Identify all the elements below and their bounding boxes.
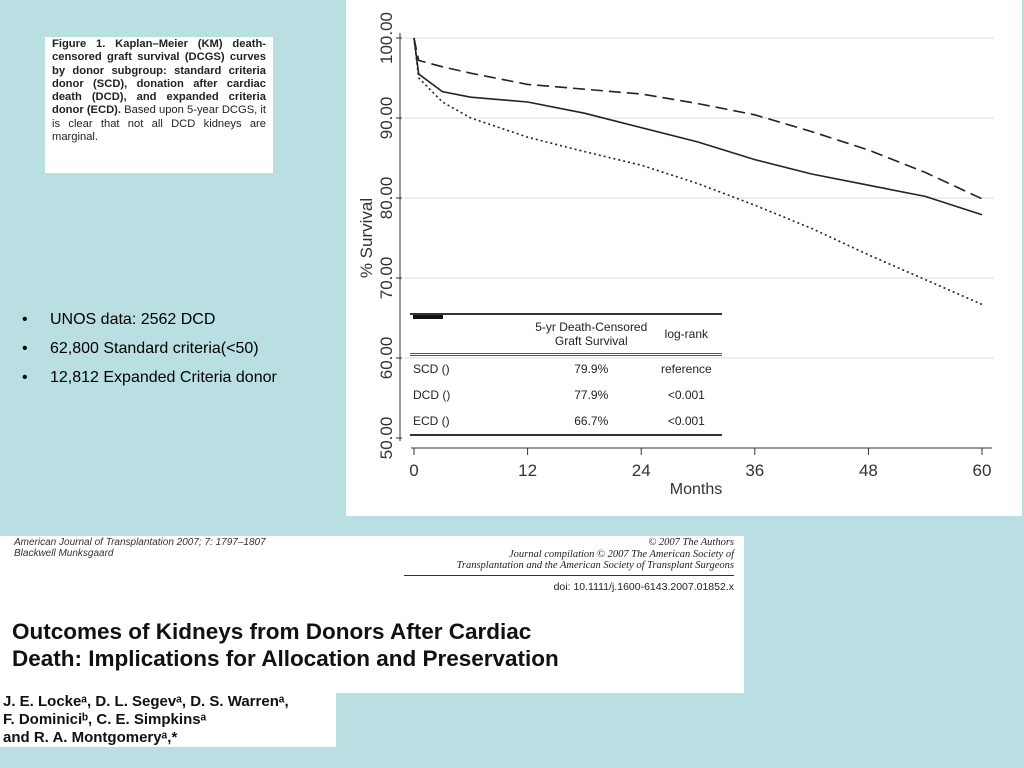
legend-paren: )	[446, 388, 451, 402]
legend-logrank: reference	[660, 362, 712, 376]
x-tick-label: 36	[745, 461, 764, 480]
series-line-scd	[413, 37, 983, 200]
copyright-line: © 2007 The Authors	[648, 537, 734, 548]
journal-info: American Journal of Transplantation 2007…	[14, 537, 266, 559]
legend-logrank: <0.001	[667, 414, 705, 428]
paper-header: American Journal of Transplantation 2007…	[0, 536, 744, 693]
legend-logrank: <0.001	[667, 388, 705, 402]
y-tick-label: 100.00	[377, 12, 396, 64]
legend-series-name: DCD (	[413, 388, 447, 402]
authors: J. E. Lockeᵃ, D. L. Segevᵃ, D. S. Warren…	[0, 693, 336, 747]
legend-row: ECD () 66.7% <0.001	[410, 315, 722, 434]
legend-series-name: ECD (	[413, 414, 446, 428]
series-line-ecd	[413, 37, 983, 306]
x-tick-label: 12	[518, 461, 537, 480]
legend-series-name: SCD (	[413, 362, 446, 376]
legend-header-survival: 5-yr Death-Censored Graft Survival	[535, 320, 648, 348]
y-axis-label: % Survival	[357, 198, 376, 278]
km-chart-svg: 50.00 60.00 70.00 80.00 90.00 100.00 0 12 24 36 48…	[357, 12, 994, 498]
title-line: Outcomes of Kidneys from Donors After Ca…	[12, 619, 532, 644]
copyright-line: Transplantation and the American Society…	[456, 560, 734, 571]
y-tick-label: 70.00	[377, 257, 396, 300]
caption-normal: Based upon 5-year DCGS, it is clear that…	[52, 104, 267, 144]
paper-title: Outcomes of Kidneys from Donors After Ca…	[12, 618, 559, 672]
author-line: and R. A. Montgomeryᵃ,*	[3, 729, 178, 746]
author-line: F. Dominiciᵇ, C. E. Simpkinsᵃ	[3, 711, 207, 728]
legend-paren: )	[445, 362, 450, 376]
km-chart: 50.00 60.00 70.00 80.00 90.00 100.00 0 12 24 36 48…	[346, 0, 1022, 516]
journal-name: American Journal of Transplantation 2007…	[14, 537, 266, 548]
figure-caption: Figure 1. Kaplan–Meier (KM) death-censor…	[45, 37, 273, 173]
y-tick-label: 80.00	[377, 177, 396, 220]
bullet-text: 62,800 Standard criteria(<50)	[50, 340, 259, 357]
x-tick-label: 60	[973, 461, 992, 480]
y-tick-label: 50.00	[377, 417, 396, 460]
bullet-item: • UNOS data: 2562 DCD	[22, 311, 277, 340]
caption-bold: Figure 1. Kaplan–Meier (KM) death-censor…	[52, 38, 266, 117]
x-tick-label: 24	[632, 461, 651, 480]
legend-label: DCD ()	[410, 315, 532, 402]
author-line: J. E. Lockeᵃ, D. L. Segevᵃ, D. S. Warren…	[3, 693, 289, 710]
copyright-line: Journal compilation © 2007 The American …	[508, 548, 734, 560]
legend-survival: 66.7%	[574, 414, 609, 428]
x-axis-label: Months	[670, 481, 722, 498]
legend-row: DCD () 77.9% <0.001	[410, 315, 722, 408]
bullet-list: • UNOS data: 2562 DCD • 62,800 Standard cr…	[22, 311, 277, 398]
publisher: Blackwell Munksgaard	[14, 548, 114, 559]
bullet-text: UNOS data: 2562 DCD	[50, 311, 216, 328]
copyright: © 2007 The Authors Journal compilation © …	[404, 537, 734, 576]
legend-table: 5-yr Death-Censored Graft Survival log-r…	[410, 313, 722, 436]
legend-line-sample	[413, 315, 443, 319]
y-tick-label: 60.00	[377, 337, 396, 380]
series-line-dcd	[413, 37, 983, 216]
bullet-item: • 62,800 Standard criteria(<50)	[22, 340, 277, 369]
x-tick-label: 48	[859, 461, 878, 480]
legend-header-logrank: log-rank	[664, 327, 709, 341]
x-tick-label: 0	[409, 461, 418, 480]
legend-survival: 77.9%	[574, 388, 609, 402]
y-tick-label: 90.00	[377, 97, 396, 140]
legend-row: SCD () 79.9% reference	[410, 315, 722, 382]
legend-label: ECD ()	[410, 315, 532, 428]
legend-label: SCD ()	[410, 315, 532, 376]
doi: doi: 10.1111/j.1600-6143.2007.01852.x	[553, 581, 734, 593]
title-line: Death: Implications for Allocation and P…	[12, 646, 559, 671]
legend-paren: )	[445, 414, 450, 428]
bullet-item: • 12,812 Expanded Criteria donor	[22, 369, 277, 398]
legend-survival: 79.9%	[574, 362, 609, 376]
bullet-text: 12,812 Expanded Criteria donor	[50, 369, 277, 386]
